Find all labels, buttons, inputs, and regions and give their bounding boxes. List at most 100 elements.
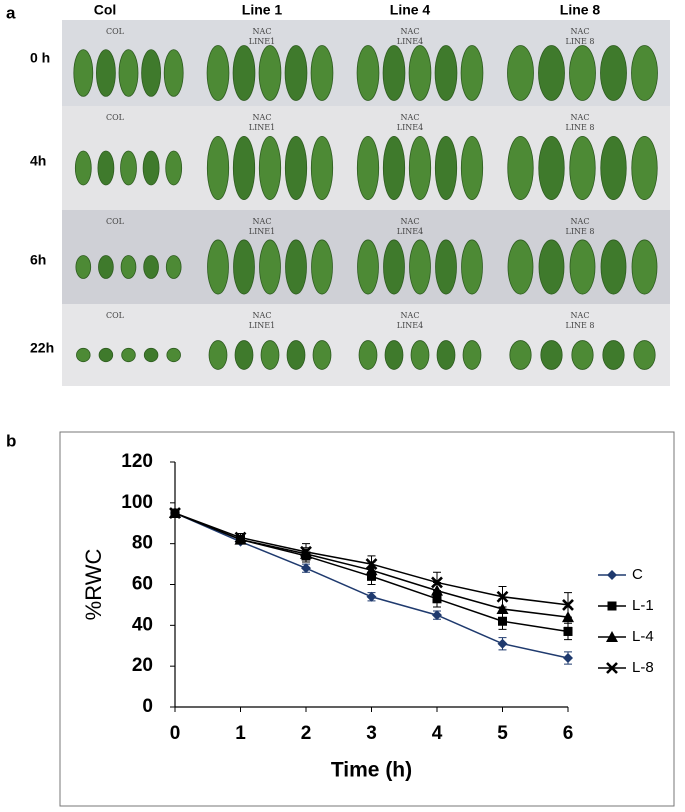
leaf	[120, 150, 137, 186]
handwritten-tag: LINE4	[397, 123, 423, 132]
leaf	[285, 239, 307, 295]
handwritten-tag: NAC	[253, 311, 272, 320]
handwritten-tag: NAC	[253, 217, 272, 226]
leaf	[121, 347, 136, 363]
marker	[431, 576, 443, 589]
handwritten-tag: NAC	[253, 27, 272, 36]
leaf	[206, 45, 230, 101]
marker	[606, 631, 618, 642]
leaf	[143, 347, 159, 363]
leaf	[461, 239, 483, 295]
handwritten-tag: LINE 8	[566, 123, 595, 132]
leaf	[118, 49, 139, 97]
handwritten-tag: LINE 8	[566, 227, 595, 236]
handwritten-tag: NAC	[571, 27, 590, 36]
row-label: 6h	[30, 252, 46, 268]
leaf	[98, 255, 114, 279]
y-tick-label: 20	[132, 655, 153, 676]
leaf	[232, 135, 256, 201]
leaf	[569, 239, 596, 295]
leaf	[358, 340, 378, 370]
handwritten-tag: LINE1	[249, 227, 275, 236]
marker	[563, 626, 573, 636]
handwritten-tag: COL	[106, 113, 125, 122]
legend-label: L-1	[632, 597, 654, 614]
marker	[432, 610, 442, 621]
panel-label: a	[6, 3, 16, 22]
marker	[301, 563, 311, 574]
leaf	[142, 150, 160, 186]
leaf	[75, 255, 92, 279]
leaf	[383, 239, 405, 295]
marker	[563, 653, 573, 663]
leaf	[409, 239, 431, 295]
marker	[366, 591, 377, 602]
column-header: Line 1	[242, 2, 283, 18]
leaf	[631, 45, 658, 101]
leaf	[286, 340, 306, 370]
y-tick-label: 60	[132, 574, 153, 595]
y-axis-title: %RWC	[81, 549, 106, 621]
x-tick-label: 4	[432, 723, 443, 744]
leaf	[382, 45, 406, 101]
handwritten-tag: COL	[106, 217, 125, 226]
leaf	[259, 239, 281, 295]
leaf	[434, 45, 458, 101]
legend-label: L-8	[632, 659, 654, 676]
handwritten-tag: NAC	[401, 217, 420, 226]
handwritten-tag: NAC	[571, 113, 590, 122]
row-label: 4h	[30, 153, 46, 169]
y-tick-label: 100	[121, 492, 153, 513]
leaf	[357, 239, 379, 295]
column-header: Line 4	[390, 2, 431, 18]
leaf	[569, 45, 596, 101]
leaf	[356, 45, 380, 101]
leaf	[311, 239, 333, 295]
leaf	[233, 239, 255, 295]
y-tick-label: 120	[121, 451, 153, 472]
leaf	[73, 49, 94, 97]
handwritten-tag: NAC	[571, 311, 590, 320]
leaf	[284, 135, 308, 201]
marker	[300, 545, 312, 558]
legend-label: L-4	[632, 628, 654, 645]
leaf	[462, 340, 482, 370]
leaf	[97, 150, 115, 186]
leaf	[96, 49, 116, 97]
x-tick-label: 2	[301, 723, 312, 744]
leaf	[460, 45, 484, 101]
y-tick-label: 40	[132, 614, 153, 635]
leaf	[258, 135, 282, 201]
leaf	[538, 239, 565, 295]
leaf	[165, 255, 182, 279]
marker	[365, 558, 378, 571]
marker	[496, 603, 509, 614]
handwritten-tag: LINE1	[249, 123, 275, 132]
leaf	[507, 239, 534, 295]
leaf	[435, 239, 457, 295]
x-tick-label: 0	[170, 723, 181, 744]
leaf	[384, 340, 404, 370]
column-header: Col	[94, 2, 117, 18]
leaf	[356, 135, 380, 201]
marker	[496, 590, 509, 603]
leaf	[74, 150, 92, 186]
handwritten-tag: LINE 8	[566, 37, 595, 46]
leaf	[312, 340, 332, 370]
leaf	[507, 135, 534, 201]
leaf	[260, 340, 280, 370]
leaf	[258, 45, 282, 101]
marker	[169, 507, 181, 519]
marker	[234, 531, 247, 544]
leaf	[507, 45, 534, 101]
leaf	[382, 135, 406, 201]
x-axis-title: Time (h)	[331, 759, 412, 782]
row-label: 0 h	[30, 50, 50, 66]
panel-label: b	[6, 431, 16, 450]
handwritten-tag: LINE4	[397, 227, 423, 236]
handwritten-tag: NAC	[253, 113, 272, 122]
leaf	[538, 45, 565, 101]
handwritten-tag: COL	[106, 311, 125, 320]
column-header: Line 8	[560, 2, 601, 18]
